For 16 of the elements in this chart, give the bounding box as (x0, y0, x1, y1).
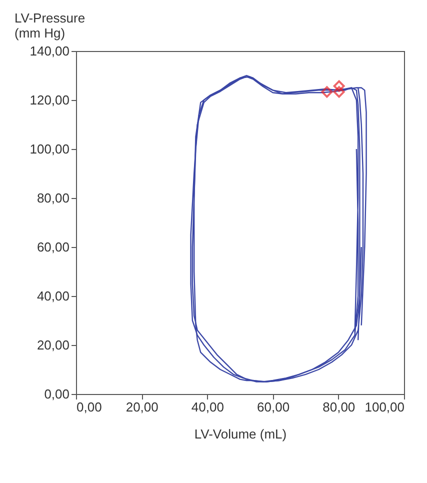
y-tick-label: 120,00 (30, 92, 70, 108)
x-tick-label: 0,00 (76, 400, 102, 414)
y-tick-label: 100,00 (30, 142, 70, 156)
x-axis-title: LV-Volume (mL) (194, 426, 287, 442)
y-axis-title: LV-Pressure (mm Hg) (14, 10, 86, 40)
x-tick-label: 60,00 (257, 400, 290, 414)
x-tick-label: 20,00 (126, 400, 158, 414)
y-tick-label: 80,00 (36, 190, 70, 206)
x-tick-label: 80,00 (322, 400, 356, 414)
y-tick-label: 20,00 (36, 338, 70, 352)
x-tick-label: 40,00 (191, 400, 224, 414)
y-tick-label: 40,00 (36, 288, 70, 304)
y-tick-label: 140,00 (30, 44, 70, 58)
y-tick-label: 0,00 (44, 386, 70, 402)
x-tick-label: 100,00 (364, 400, 404, 414)
y-tick-label: 60,00 (36, 240, 70, 254)
